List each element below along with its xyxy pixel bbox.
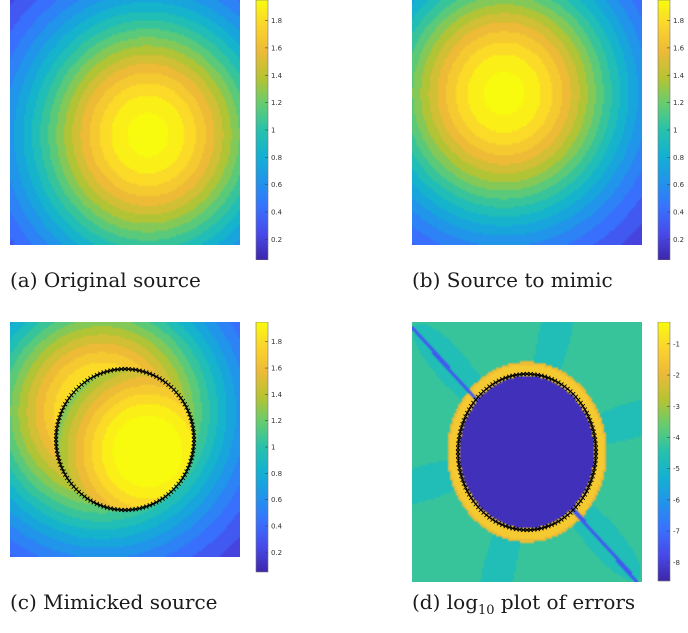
caption-b: (b) Source to mimic [412,268,613,292]
panel-d: -1 -2 -3 -4 -5 -6 -7 -8 (d) log10 plot of error… [412,322,688,622]
colorbar-tick-label: 1.8 [271,17,282,25]
colorbar-tick-label: 1 [271,127,275,135]
colorbar-tick-label: 0.6 [271,496,283,504]
colorbar-tick-label: 1 [673,127,677,135]
colorbar-tick-label: 0.4 [271,522,283,530]
caption-a: (a) Original source [10,268,201,292]
panel-a: 0.2 0.4 0.6 0.8 1 1.2 1.4 1.6 1.8 (a) Original s… [10,0,310,300]
colorbar-tick-label: -4 [673,434,681,442]
colorbar-tick-label: 0.8 [271,154,282,162]
colorbar-tick-label: 1.2 [673,99,684,107]
colorbar-tick-label: -7 [673,528,680,536]
colorbar-tick-label: -3 [673,403,680,411]
heatmap-image-a [10,0,240,245]
heatmap-panel-b: 0.2 0.4 0.6 0.8 1 1.2 1.4 1.6 1.8 [412,0,685,260]
colorbar-tick-label: 0.6 [673,181,685,189]
colorbar-tick-label: -6 [673,496,681,504]
caption-c: (c) Mimicked source [10,590,218,614]
colorbar-tick-label: -1 [673,340,680,348]
colorbar-b: 0.2 0.4 0.6 0.8 1 1.2 1.4 1.6 1.8 [657,0,685,260]
heatmap-panel-c: 0.2 0.4 0.6 0.8 1 1.2 1.4 1.6 1.8 [10,322,283,573]
colorbar-c: 0.2 0.4 0.6 0.8 1 1.2 1.4 1.6 1.8 [255,322,283,573]
colorbar-tick-label: 1.6 [271,44,283,52]
caption-d: (d) log10 plot of errors [412,590,688,618]
colorbar-d: -1 -2 -3 -4 -5 -6 -7 -8 [657,322,681,582]
colorbar-tick-label: 1.4 [271,391,283,399]
colorbar-tick-label: 0.4 [673,209,685,217]
panel-b: 0.2 0.4 0.6 0.8 1 1.2 1.4 1.6 1.8 (b) Source to … [412,0,688,300]
boundary-circle [55,368,195,511]
colorbar-tick-label: 1.8 [271,338,282,346]
colorbar-tick-label: 1.2 [271,417,282,425]
colorbar-tick-label: 1.6 [271,365,283,373]
colorbar-tick-label: 1 [271,444,275,452]
panel-c: 0.2 0.4 0.6 0.8 1 1.2 1.4 1.6 1.8 (c) Mimicked s… [10,322,310,622]
colorbar-a: 0.2 0.4 0.6 0.8 1 1.2 1.4 1.6 1.8 [255,0,283,260]
caption-d-prefix: (d) log [412,590,479,614]
caption-d-suffix: plot of errors [494,590,636,614]
colorbar-tick-label: 0.6 [271,181,283,189]
heatmap-panel-a: 0.2 0.4 0.6 0.8 1 1.2 1.4 1.6 1.8 [10,0,283,260]
colorbar-tick-label: 1.4 [271,72,283,80]
colorbar-tick-label: 0.8 [271,470,282,478]
heatmap-panel-d: -1 -2 -3 -4 -5 -6 -7 -8 [412,322,681,582]
heatmap-image-d [412,322,642,582]
colorbar-tick-label: 0.2 [673,236,684,244]
colorbar-tick-label: 0.2 [271,549,282,557]
colorbar-tick-label: 1.6 [673,44,685,52]
colorbar-tick-label: 1.4 [673,72,685,80]
colorbar-tick-label: 0.4 [271,209,283,217]
boundary-markers-c [53,366,197,513]
colorbar-tick-label: -5 [673,465,680,473]
caption-d-subscript: 10 [478,603,495,618]
heatmap-image-c [10,322,240,557]
colorbar-tick-label: -8 [673,559,680,567]
colorbar-tick-label: 1.2 [271,99,282,107]
colorbar-gradient [657,322,671,582]
colorbar-tick-label: 0.8 [673,154,684,162]
boundary-circle [457,373,597,531]
colorbar-tick-label: -2 [673,372,680,380]
heatmap-image-b [412,0,642,245]
colorbar-tick-label: 0.2 [271,236,282,244]
boundary-markers-d [455,371,599,533]
colorbar-tick-label: 1.8 [673,17,684,25]
